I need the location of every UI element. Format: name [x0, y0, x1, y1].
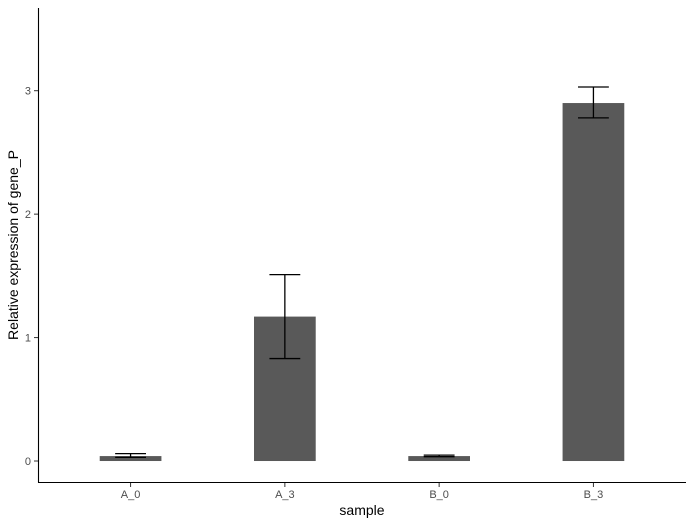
x-tick-label: A_0 [121, 489, 141, 501]
y-tick-label: 2 [25, 209, 31, 221]
y-tick-label: 0 [25, 456, 31, 468]
y-axis-title: Relative expression of gene_P [5, 150, 21, 340]
y-ticks: 0 1 2 3 [25, 86, 38, 468]
errorbar-A_0 [115, 452, 146, 458]
plot-area [99, 86, 625, 462]
x-tick-label: B_0 [429, 489, 449, 501]
bar-B_3 [562, 103, 625, 462]
errorbar-B_0 [423, 454, 455, 458]
x-axis-title: sample [339, 502, 384, 518]
x-tick-label: B_3 [584, 489, 604, 501]
x-ticks: A_0 A_3 B_0 B_3 [121, 483, 603, 501]
errorbar-A_3 [269, 273, 301, 360]
errorbar-B_3 [578, 86, 609, 119]
y-tick-label: 3 [25, 86, 31, 98]
y-tick-label: 1 [25, 333, 31, 345]
x-tick-label: A_3 [275, 489, 295, 501]
bar-B_0 [408, 456, 470, 462]
bar-A_0 [99, 456, 162, 462]
